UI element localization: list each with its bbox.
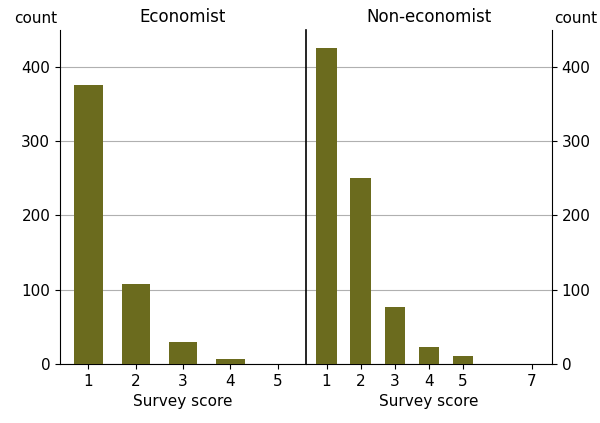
X-axis label: Survey score: Survey score — [133, 394, 233, 409]
Bar — [74, 85, 103, 364]
Text: Non-economist: Non-economist — [367, 8, 491, 26]
Text: count: count — [554, 11, 598, 26]
Bar — [216, 359, 245, 364]
Bar — [453, 356, 473, 364]
Bar — [385, 307, 405, 364]
Bar — [316, 48, 337, 364]
X-axis label: Survey score: Survey score — [379, 394, 479, 409]
Text: Economist: Economist — [140, 8, 226, 26]
Bar — [121, 283, 150, 364]
Bar — [169, 341, 197, 364]
Text: count: count — [14, 11, 58, 26]
Bar — [350, 178, 371, 364]
Bar — [419, 347, 439, 364]
